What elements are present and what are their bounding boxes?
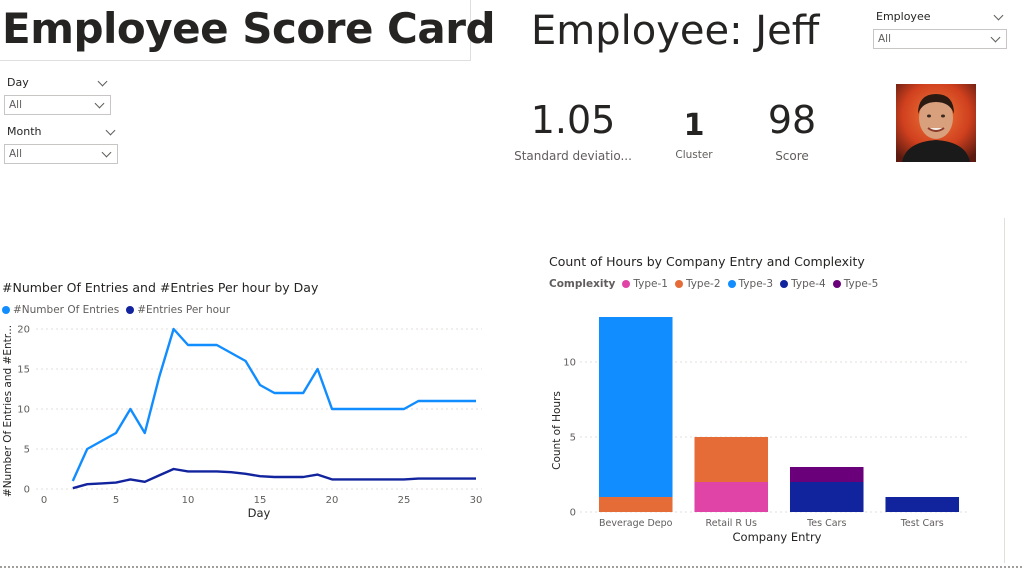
- employee-slicer: Employee All: [873, 6, 1007, 52]
- series-line-entries-per-hour: [72, 467, 476, 490]
- bar-segment: [598, 497, 673, 512]
- y-tick-label: 20: [17, 325, 30, 336]
- legend-item-entries-per-hour[interactable]: #Entries Per hour: [126, 304, 230, 316]
- y-tick-label: 5: [570, 433, 576, 444]
- bar-legend-title: Complexity: [549, 278, 616, 290]
- cluster-card-label: Cluster: [675, 149, 713, 161]
- x-axis-title: Day: [248, 506, 271, 520]
- bar-segment: [885, 497, 960, 512]
- x-tick-label: 25: [398, 495, 411, 506]
- bar-chart-legend: Complexity Type-1 Type-2 Type-3 Type-4 T…: [549, 278, 881, 290]
- series-line-entries: [71, 327, 476, 482]
- legend-item-type1[interactable]: Type-1: [622, 278, 668, 290]
- y-tick-label: 0: [24, 485, 30, 496]
- x-tick-label: 0: [41, 495, 47, 506]
- y-tick-label: 15: [17, 365, 30, 376]
- x-tick-label: Tes Cars: [806, 518, 846, 529]
- cluster-card-value: 1: [683, 108, 705, 143]
- bar-chart[interactable]: 0 5 10 Count of Hours Beverage Depo Retail R …: [540, 296, 980, 548]
- legend-dot-entries: [2, 306, 10, 314]
- report-title: Employee Score Card: [2, 4, 496, 53]
- legend-label-type4: Type-4: [791, 278, 826, 290]
- y-tick-label: 10: [17, 405, 30, 416]
- report-title-card: [0, 0, 471, 61]
- chevron-down-icon: [94, 98, 105, 109]
- score-card-value: 98: [767, 98, 817, 142]
- score-card-label: Score: [775, 149, 809, 163]
- legend-item-type5[interactable]: Type-5: [832, 278, 879, 290]
- month-slicer: Month All: [4, 121, 118, 167]
- y-tick-label: 0: [570, 508, 576, 519]
- bar-segment: [789, 482, 864, 512]
- line-chart-legend: #Number Of Entries #Entries Per hour: [2, 304, 233, 316]
- bar-segment: [598, 317, 673, 497]
- line-chart-title: #Number Of Entries and #Entries Per hour…: [2, 280, 319, 295]
- bar-segment: [694, 482, 769, 512]
- month-dropdown-value: All: [9, 148, 23, 160]
- legend-item-entries[interactable]: #Number Of Entries: [2, 304, 119, 316]
- x-tick-label: 10: [182, 495, 195, 506]
- y-tick-label: 10: [563, 358, 576, 369]
- x-tick-label: 20: [326, 495, 339, 506]
- std-dev-card-label: Standard deviatio...: [514, 149, 632, 163]
- y-axis-title: Count of Hours: [551, 391, 563, 470]
- legend-dot-type1: [622, 280, 631, 288]
- chevron-down-icon[interactable]: [97, 76, 108, 87]
- x-tick-label: 15: [254, 495, 267, 506]
- y-axis-title: #Number Of Entries and #Entr...: [2, 325, 14, 497]
- line-chart[interactable]: 0 5 10 15 20 0 5 10 15 20 25 30 Day #Number Of Entrie…: [0, 318, 495, 528]
- employee-slicer-label: Employee: [876, 10, 931, 23]
- legend-item-type3[interactable]: Type-3: [727, 278, 774, 290]
- x-tick-label: 5: [113, 495, 119, 506]
- employee-heading: Employee: Jeff: [531, 8, 820, 54]
- bar-chart-title: Count of Hours by Company Entry and Comp…: [549, 254, 865, 269]
- chevron-down-icon: [101, 147, 112, 158]
- day-slicer-label: Day: [7, 76, 29, 89]
- month-slicer-label: Month: [7, 125, 42, 138]
- chevron-down-icon: [990, 32, 1001, 43]
- panel-divider: [1004, 218, 1005, 563]
- page-bottom-border: [0, 566, 1022, 568]
- y-tick-label: 5: [24, 445, 30, 456]
- x-tick-label: Retail R Us: [706, 518, 757, 529]
- legend-dot-type2: [674, 280, 683, 288]
- legend-dot-type5: [832, 280, 841, 288]
- std-dev-card-value: 1.05: [530, 98, 616, 142]
- legend-item-type4[interactable]: Type-4: [780, 278, 826, 290]
- legend-dot-type3: [727, 280, 736, 288]
- legend-dot-entries-per-hour: [126, 306, 135, 314]
- legend-label-entries-per-hour: #Entries Per hour: [137, 304, 231, 316]
- employee-dropdown-value: All: [878, 33, 892, 45]
- legend-dot-type4: [780, 280, 789, 288]
- legend-item-type2[interactable]: Type-2: [674, 278, 721, 290]
- employee-photo: [896, 84, 976, 162]
- chevron-down-icon[interactable]: [993, 10, 1004, 21]
- bar-segment: [694, 437, 769, 482]
- legend-label-type3: Type-3: [738, 278, 774, 290]
- day-dropdown[interactable]: All: [4, 95, 111, 115]
- legend-label-entries: #Number Of Entries: [13, 304, 120, 316]
- bar-segment: [789, 467, 864, 482]
- legend-label-type1: Type-1: [633, 278, 668, 290]
- day-slicer: Day All: [4, 72, 112, 118]
- legend-label-type2: Type-2: [685, 278, 721, 290]
- x-tick-label: 30: [470, 495, 483, 506]
- x-axis-title: Company Entry: [733, 530, 822, 544]
- x-tick-label: Beverage Depo: [599, 518, 673, 529]
- x-tick-label: Test Cars: [900, 518, 944, 529]
- legend-label-type5: Type-5: [843, 278, 879, 290]
- employee-dropdown[interactable]: All: [873, 29, 1007, 49]
- day-dropdown-value: All: [9, 99, 23, 111]
- chevron-down-icon[interactable]: [105, 125, 116, 136]
- month-dropdown[interactable]: All: [4, 144, 118, 164]
